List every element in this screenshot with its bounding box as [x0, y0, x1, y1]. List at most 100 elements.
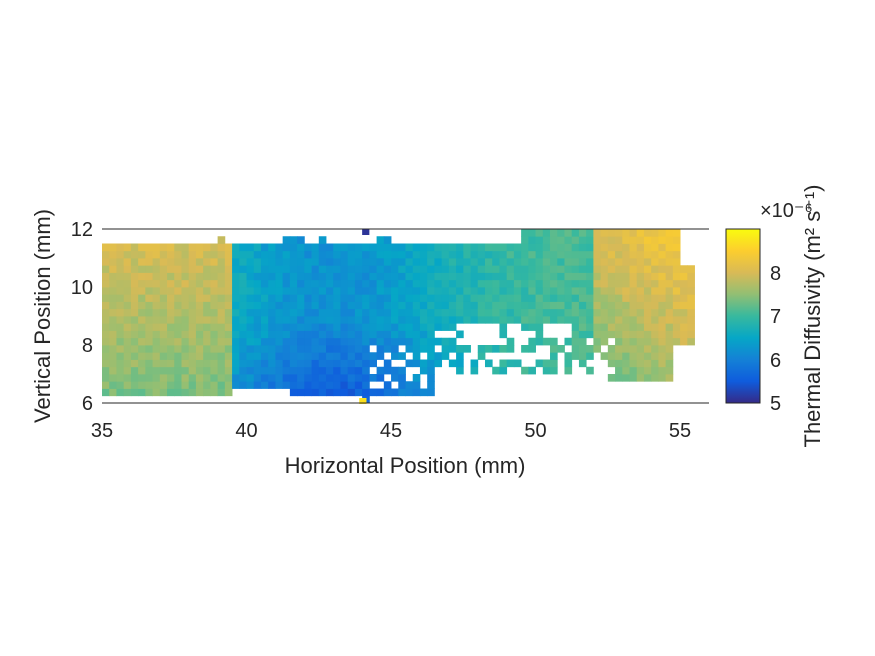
heatmap-cell	[102, 374, 110, 382]
heatmap-cell	[109, 250, 117, 259]
heatmap-cell	[145, 265, 153, 273]
heatmap-cell	[528, 287, 536, 295]
heatmap-cell	[615, 308, 623, 317]
heatmap-cell	[116, 294, 125, 302]
heatmap-cell	[427, 345, 435, 353]
heatmap-cell	[282, 345, 291, 353]
heatmap-cell	[304, 345, 312, 353]
heatmap-cell	[680, 323, 688, 331]
heatmap-cell	[181, 243, 190, 252]
heatmap-cell	[557, 229, 565, 237]
heatmap-cell	[289, 352, 298, 360]
heatmap-cell	[383, 236, 392, 244]
heatmap-cell	[318, 323, 327, 331]
heatmap-cell	[448, 265, 457, 273]
heatmap-cell	[557, 236, 565, 244]
heatmap-cell	[506, 272, 515, 281]
heatmap-cell	[658, 258, 667, 266]
heatmap-cell	[419, 359, 428, 368]
heatmap-cell	[217, 294, 226, 302]
heatmap-cell	[362, 381, 370, 389]
heatmap-cell	[499, 308, 508, 317]
heatmap-cell	[484, 279, 493, 288]
heatmap-cell	[672, 279, 681, 288]
heatmap-cell	[636, 265, 645, 273]
heatmap-cell	[174, 352, 182, 360]
heatmap-cell	[636, 229, 645, 237]
heatmap-cell	[542, 229, 551, 237]
heatmap-cell	[224, 330, 233, 339]
heatmap-cell	[665, 236, 674, 244]
heatmap-cell	[217, 316, 226, 324]
heatmap-cell	[289, 359, 298, 368]
heatmap-cell	[152, 272, 161, 281]
heatmap-cell	[195, 287, 204, 295]
heatmap-cell	[289, 243, 298, 252]
heatmap-cell	[340, 388, 349, 397]
heatmap-cell	[326, 352, 334, 360]
heatmap-cell	[195, 279, 204, 288]
heatmap-cell	[636, 236, 645, 244]
heatmap-cell	[210, 345, 219, 353]
heatmap-cell	[542, 250, 551, 259]
heatmap-cell	[362, 258, 370, 266]
heatmap-cell	[318, 366, 327, 375]
heatmap-cell	[289, 294, 298, 302]
heatmap-cell	[484, 359, 493, 368]
heatmap-cell	[456, 308, 464, 317]
heatmap-cell	[672, 243, 681, 252]
heatmap-cell	[412, 250, 421, 259]
heatmap-cell	[629, 359, 638, 368]
heatmap-cell	[174, 330, 182, 339]
heatmap-cell	[340, 258, 349, 266]
heatmap-cell	[448, 279, 457, 288]
heatmap-cell	[159, 337, 168, 346]
heatmap-cell	[362, 359, 370, 368]
heatmap-cell	[470, 250, 479, 259]
heatmap-cell	[419, 272, 428, 281]
heatmap-cell	[138, 374, 146, 382]
heatmap-cell	[448, 316, 457, 324]
heatmap-cell	[203, 366, 211, 375]
heatmap-cell	[600, 250, 609, 259]
heatmap-cell	[253, 366, 262, 375]
heatmap-cell	[419, 345, 428, 353]
heatmap-cell	[246, 308, 255, 317]
heatmap-cell	[253, 301, 262, 310]
heatmap-cell	[116, 279, 125, 288]
heatmap-cell	[354, 279, 363, 288]
heatmap-cell	[354, 388, 363, 397]
heatmap-cell	[557, 272, 565, 281]
heatmap-cell	[463, 301, 471, 310]
heatmap-cell	[152, 287, 161, 295]
heatmap-cell	[550, 229, 558, 237]
heatmap-cell	[615, 301, 623, 310]
heatmap-cell	[195, 301, 204, 310]
heatmap-cell	[354, 272, 363, 281]
heatmap-cell	[297, 388, 305, 397]
heatmap-cell	[174, 316, 182, 324]
heatmap-cell	[535, 265, 544, 273]
heatmap-cell	[210, 352, 219, 360]
heatmap-cell	[362, 294, 370, 302]
heatmap-cell	[282, 243, 291, 252]
heatmap-cell	[217, 287, 226, 295]
heatmap-cell	[333, 345, 341, 353]
heatmap-cell	[578, 345, 587, 353]
heatmap-cell	[456, 243, 464, 252]
heatmap-cell	[109, 301, 117, 310]
heatmap-cell	[311, 337, 320, 346]
heatmap-cell	[138, 265, 146, 273]
heatmap-cell	[383, 366, 392, 375]
heatmap-cell	[412, 388, 421, 397]
heatmap-cell	[167, 359, 175, 368]
heatmap-cell	[636, 345, 645, 353]
heatmap-cell	[268, 366, 276, 375]
heatmap-cell	[427, 250, 435, 259]
heatmap-cell	[419, 294, 428, 302]
heatmap-cell	[318, 337, 327, 346]
heatmap-cell	[246, 316, 255, 324]
heatmap-cell	[203, 345, 211, 353]
heatmap-cell	[405, 359, 414, 368]
heatmap-cell	[326, 265, 334, 273]
